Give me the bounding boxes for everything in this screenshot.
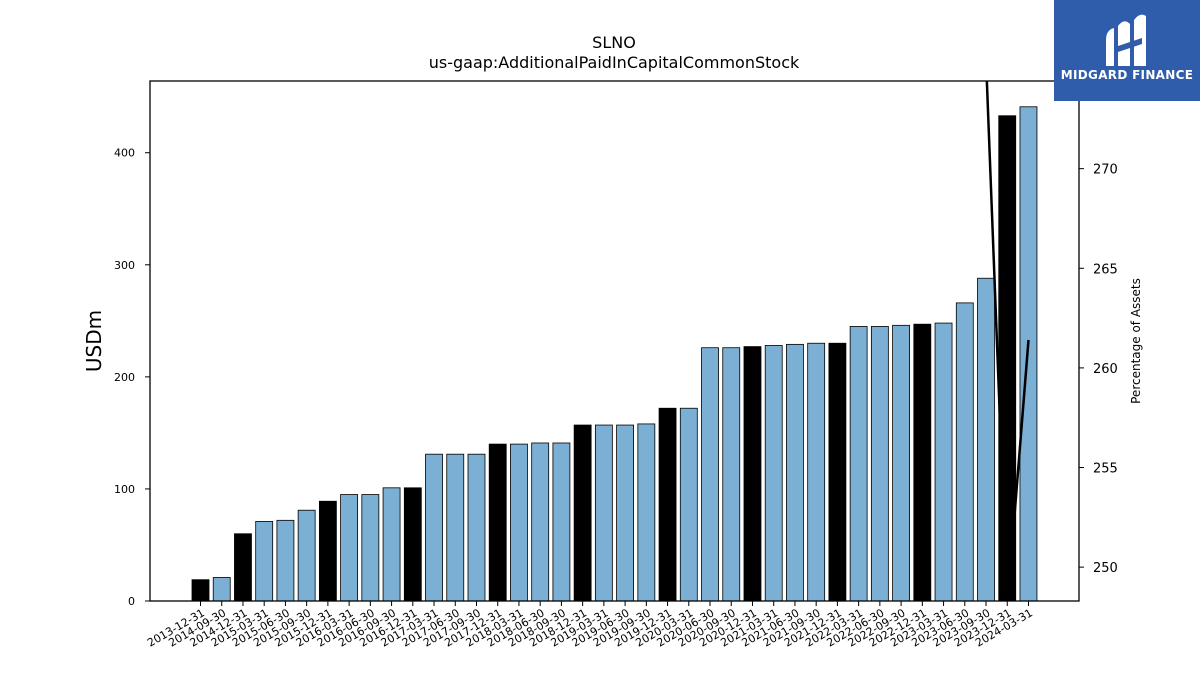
bar-2019-06-30 <box>616 424 634 602</box>
y2-tick-label: 270 <box>1093 163 1118 178</box>
bar-2018-03-31 <box>510 443 528 602</box>
y2-tick-label: 265 <box>1093 262 1118 277</box>
axes-group: 01002003004002502552602652702013-12-3120… <box>114 147 1118 650</box>
chart-title: SLNO <box>592 33 636 52</box>
chart-titles: SLNO us-gaap:AdditionalPaidInCapitalComm… <box>429 33 800 72</box>
y-tick-label: 0 <box>128 595 135 608</box>
bar-2017-06-30 <box>446 453 465 602</box>
bar-2017-09-30 <box>467 453 486 602</box>
bar-2015-09-30 <box>297 509 316 602</box>
bars-group <box>191 106 1038 602</box>
bar-2015-12-31 <box>318 500 337 602</box>
y2-tick-label: 260 <box>1093 362 1118 377</box>
midgard-finance-logo: MIDGARD FINANCE <box>1054 0 1200 101</box>
y-tick-label: 300 <box>114 259 135 272</box>
bar-2019-12-31 <box>658 407 677 602</box>
bar-2022-06-30 <box>870 326 889 602</box>
bar-2018-09-30 <box>552 442 571 602</box>
bar-2013-12-31 <box>191 579 210 602</box>
bar-2022-09-30 <box>892 324 910 602</box>
midgard-logo-icon <box>1106 14 1146 67</box>
bar-2016-06-30 <box>361 494 380 602</box>
bar-2016-03-31 <box>340 494 359 602</box>
bar-2017-03-31 <box>425 453 443 602</box>
bar-2021-06-30 <box>786 343 804 602</box>
pct-line-group <box>985 81 1030 601</box>
y-tick-label: 100 <box>114 483 135 496</box>
bar-2023-06-30 <box>955 302 974 602</box>
bar-2020-06-30 <box>701 347 719 602</box>
y-tick-label: 200 <box>114 371 135 384</box>
y2-tick-label: 255 <box>1093 462 1118 477</box>
bar-2016-09-30 <box>382 487 401 602</box>
bar-2014-12-31 <box>234 533 252 602</box>
bar-2014-09-30 <box>212 577 231 602</box>
logo-text: MIDGARD FINANCE <box>1060 68 1194 82</box>
bar-2023-03-31 <box>934 322 953 602</box>
bar-2020-03-31 <box>679 407 698 602</box>
bar-2021-09-30 <box>807 342 826 602</box>
bar-2019-09-30 <box>637 423 656 602</box>
chart-subtitle: us-gaap:AdditionalPaidInCapitalCommonSto… <box>429 53 800 72</box>
bar-2023-09-30 <box>977 277 995 602</box>
y2-axis-label: Percentage of Assets <box>1129 278 1143 404</box>
bar-2017-12-31 <box>488 443 507 602</box>
bar-2016-12-31 <box>403 487 422 602</box>
bar-2019-03-31 <box>594 424 613 602</box>
bar-2015-03-31 <box>255 521 274 602</box>
bar-2020-12-31 <box>743 346 762 602</box>
bar-2021-12-31 <box>828 342 847 602</box>
bar-2022-12-31 <box>913 323 932 602</box>
y-tick-label: 400 <box>114 147 135 160</box>
bar-2021-03-31 <box>764 345 783 602</box>
bar-2018-12-31 <box>573 424 592 602</box>
pct-assets-line <box>985 81 1030 601</box>
bar-2015-06-30 <box>276 519 295 602</box>
y2-tick-label: 250 <box>1093 561 1118 576</box>
bar-2020-09-30 <box>722 347 741 602</box>
bar-2018-06-30 <box>531 442 550 602</box>
y-axis-label: USDm <box>82 310 106 372</box>
plot-frame <box>149 80 1080 602</box>
bar-2022-03-31 <box>849 326 868 602</box>
